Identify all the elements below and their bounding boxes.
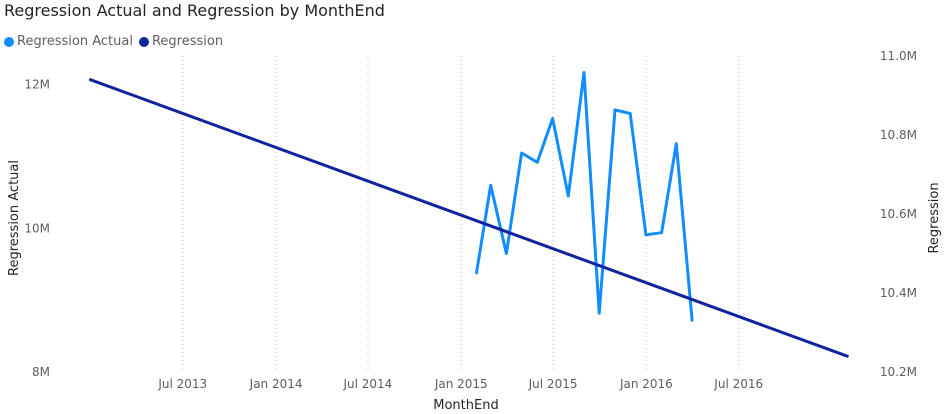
legend-marker-regression [138,36,149,47]
legend-marker-regression-actual [4,36,14,47]
series-line-regression [88,78,849,358]
legend-label-regression-actual: Regression Actual [17,34,133,49]
x-axis-ticks: Jul 2013 Jan 2014 Jul 2014 Jan 2015 Jul 2015… [157,377,763,391]
gridlines [182,56,740,372]
y-right-tick-label: 11.0M [880,49,917,63]
y-left-tick-label: 10M [24,221,50,235]
y-right-axis-ticks: 10.2M 10.4M 10.6M 10.8M 11.0M [880,49,917,379]
x-tick-label: Jul 2016 [713,377,763,391]
x-axis-title: MonthEnd [433,398,498,413]
legend: Regression Actual Regression [4,34,229,49]
y-right-tick-label: 10.4M [880,286,917,300]
legend-item-regression[interactable]: Regression [138,34,224,49]
x-tick-label: Jul 2013 [157,377,207,391]
x-tick-label: Jul 2015 [528,377,578,391]
legend-label-regression: Regression [151,34,224,49]
y-left-axis-title: Regression Actual [7,160,22,276]
y-left-tick-label: 8M [32,365,50,379]
y-left-axis-ticks: 8M 10M 12M [24,78,50,379]
y-left-tick-label: 12M [24,78,50,92]
y-right-tick-label: 10.2M [880,365,917,379]
x-tick-label: Jan 2015 [434,377,488,391]
x-tick-label: Jan 2014 [249,377,303,391]
series-line-regression-actual [475,71,694,322]
legend-item-regression-actual[interactable]: Regression Actual [4,34,133,49]
x-tick-label: Jul 2014 [342,377,392,391]
series-lines [88,71,849,358]
x-tick-label: Jan 2016 [619,377,673,391]
y-right-tick-label: 10.6M [880,207,917,221]
chart-title: Regression Actual and Regression by Mont… [4,1,385,20]
y-right-tick-label: 10.8M [880,128,917,142]
y-right-axis-title: Regression [927,182,942,253]
